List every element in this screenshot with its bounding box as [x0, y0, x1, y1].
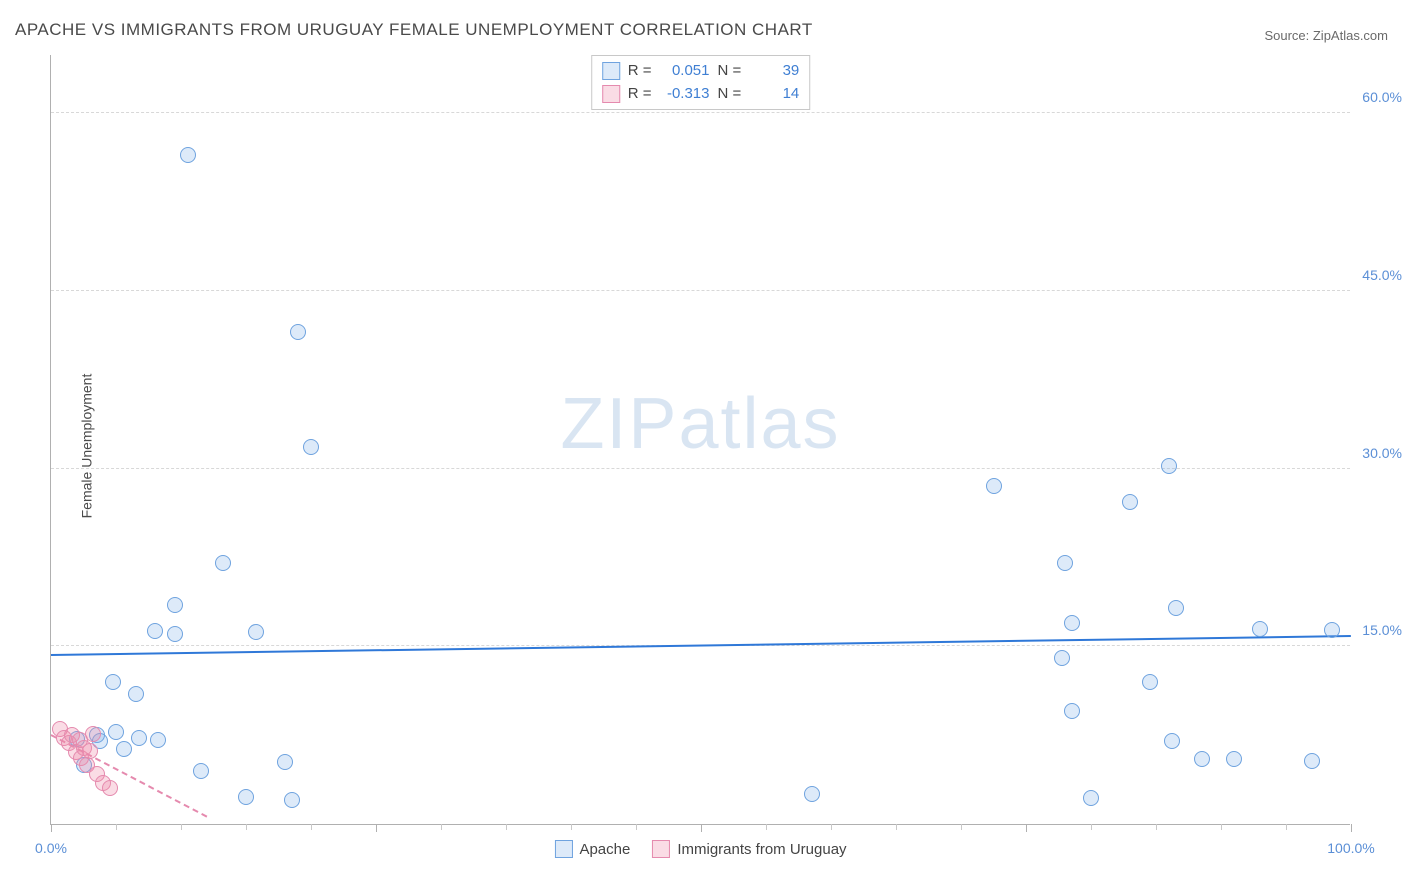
scatter-point — [131, 730, 147, 746]
legend-swatch — [652, 840, 670, 858]
y-tick-label: 15.0% — [1362, 622, 1402, 638]
scatter-point — [85, 726, 101, 742]
x-tick-minor — [506, 824, 507, 830]
correlation-stats-box: R = 0.051 N = 39 R = -0.313 N = 14 — [591, 55, 811, 110]
scatter-point — [1057, 555, 1073, 571]
n-value: 39 — [749, 60, 799, 83]
legend-label: Immigrants from Uruguay — [677, 841, 846, 858]
x-tick-major — [51, 824, 52, 832]
scatter-point — [1164, 733, 1180, 749]
n-label: N = — [718, 83, 742, 106]
y-tick-label: 45.0% — [1362, 267, 1402, 283]
scatter-plot-area: ZIPatlas R =0.051N =39R =-0.313N =14 Apa… — [50, 55, 1350, 825]
x-tick-minor — [766, 824, 767, 830]
source-attribution: Source: ZipAtlas.com — [1264, 28, 1388, 43]
legend-item: Apache — [554, 840, 630, 858]
y-tick-label: 60.0% — [1362, 89, 1402, 105]
scatter-point — [804, 786, 820, 802]
scatter-point — [128, 686, 144, 702]
scatter-point — [102, 780, 118, 796]
chart-title: APACHE VS IMMIGRANTS FROM URUGUAY FEMALE… — [15, 20, 813, 40]
scatter-point — [303, 439, 319, 455]
scatter-point — [1161, 458, 1177, 474]
r-value: -0.313 — [660, 83, 710, 106]
legend-swatch — [554, 840, 572, 858]
source-label: Source: — [1264, 28, 1312, 43]
scatter-point — [1226, 751, 1242, 767]
scatter-point — [1054, 650, 1070, 666]
scatter-point — [180, 147, 196, 163]
scatter-point — [116, 741, 132, 757]
x-tick-minor — [311, 824, 312, 830]
scatter-point — [284, 792, 300, 808]
x-tick-minor — [116, 824, 117, 830]
x-tick-major — [701, 824, 702, 832]
legend-label: Apache — [579, 841, 630, 858]
scatter-point — [150, 732, 166, 748]
series-swatch — [602, 62, 620, 80]
scatter-point — [105, 674, 121, 690]
scatter-point — [1304, 753, 1320, 769]
scatter-point — [1324, 622, 1340, 638]
y-tick-label: 30.0% — [1362, 445, 1402, 461]
scatter-point — [193, 763, 209, 779]
scatter-point — [277, 754, 293, 770]
n-value: 14 — [749, 83, 799, 106]
x-tick-minor — [636, 824, 637, 830]
source-link[interactable]: ZipAtlas.com — [1313, 28, 1388, 43]
scatter-point — [1252, 621, 1268, 637]
scatter-point — [82, 743, 98, 759]
y-gridline — [51, 112, 1350, 113]
x-tick-minor — [896, 824, 897, 830]
x-tick-major — [376, 824, 377, 832]
scatter-point — [238, 789, 254, 805]
scatter-point — [1083, 790, 1099, 806]
x-tick-minor — [1286, 824, 1287, 830]
scatter-point — [167, 597, 183, 613]
scatter-point — [248, 624, 264, 640]
scatter-point — [1168, 600, 1184, 616]
scatter-point — [1064, 703, 1080, 719]
legend-item: Immigrants from Uruguay — [652, 840, 846, 858]
x-tick-label: 0.0% — [35, 840, 67, 856]
stat-row: R = -0.313 N = 14 — [602, 83, 800, 106]
scatter-point — [986, 478, 1002, 494]
scatter-point — [1122, 494, 1138, 510]
x-tick-minor — [1156, 824, 1157, 830]
x-tick-label: 100.0% — [1327, 840, 1374, 856]
stat-row: R = 0.051 N = 39 — [602, 60, 800, 83]
x-tick-minor — [181, 824, 182, 830]
x-tick-major — [1026, 824, 1027, 832]
r-value: 0.051 — [660, 60, 710, 83]
scatter-point — [215, 555, 231, 571]
y-gridline — [51, 290, 1350, 291]
watermark: ZIPatlas — [560, 383, 840, 465]
y-gridline — [51, 468, 1350, 469]
scatter-point — [1142, 674, 1158, 690]
scatter-point — [108, 724, 124, 740]
r-label: R = — [628, 60, 652, 83]
x-tick-minor — [1091, 824, 1092, 830]
x-tick-minor — [831, 824, 832, 830]
x-tick-minor — [1221, 824, 1222, 830]
chart-legend: Apache Immigrants from Uruguay — [554, 840, 846, 858]
x-tick-minor — [246, 824, 247, 830]
r-label: R = — [628, 83, 652, 106]
n-label: N = — [718, 60, 742, 83]
x-tick-minor — [441, 824, 442, 830]
scatter-point — [147, 623, 163, 639]
x-tick-minor — [961, 824, 962, 830]
scatter-point — [290, 324, 306, 340]
x-tick-minor — [571, 824, 572, 830]
scatter-point — [1064, 615, 1080, 631]
series-swatch — [602, 85, 620, 103]
scatter-point — [167, 626, 183, 642]
scatter-point — [1194, 751, 1210, 767]
x-tick-major — [1351, 824, 1352, 832]
